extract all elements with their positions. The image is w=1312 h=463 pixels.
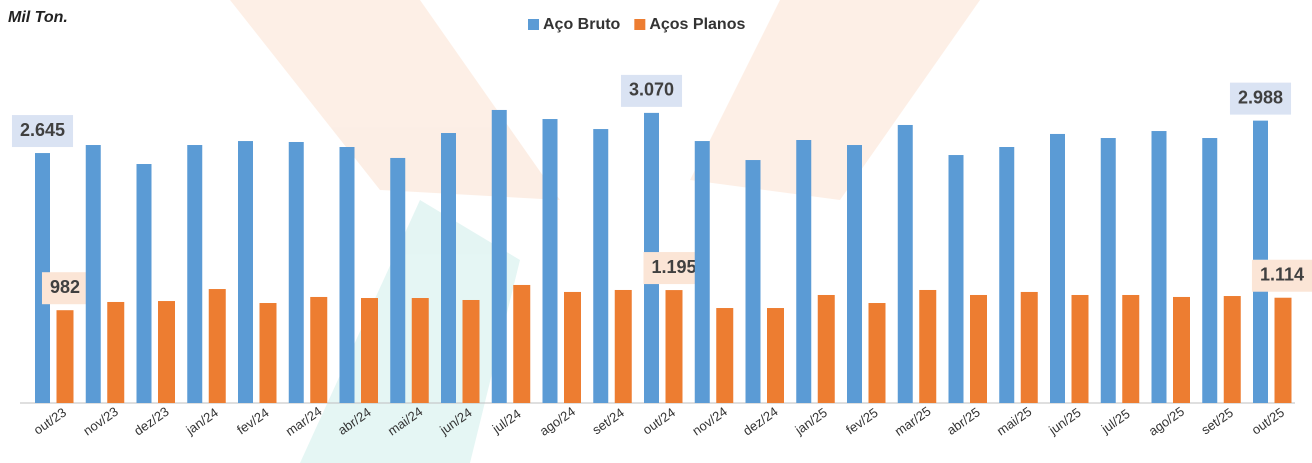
bar <box>542 119 558 403</box>
bar <box>767 308 784 403</box>
data-label: 1.195 <box>643 252 705 285</box>
bar <box>390 157 406 403</box>
bar <box>716 308 734 403</box>
x-tick-label: nov/24 <box>689 404 730 439</box>
bar <box>259 303 277 403</box>
bar <box>462 299 480 403</box>
bar <box>1071 294 1089 403</box>
bar <box>491 109 507 403</box>
data-label-text: 1.114 <box>1260 264 1304 284</box>
bar <box>238 141 253 403</box>
data-label-text: 2.988 <box>1238 87 1283 107</box>
x-tick-label: jan/25 <box>792 405 830 438</box>
bar <box>897 124 913 403</box>
bar <box>1020 291 1038 403</box>
data-label-box <box>1229 82 1292 115</box>
x-tick-label: nov/23 <box>80 404 121 439</box>
x-tick-label: fev/24 <box>234 405 272 438</box>
legend-swatch <box>634 19 646 30</box>
legend-label: Aço Bruto <box>543 16 621 33</box>
legend-label: Aços Planos <box>649 16 745 33</box>
bar <box>919 289 937 403</box>
bar <box>1050 133 1065 403</box>
bar <box>970 294 987 403</box>
data-label: 3.070 <box>620 74 683 107</box>
x-tick-label: ago/24 <box>537 404 578 439</box>
data-label-text: 982 <box>50 277 80 297</box>
x-tick-label: mai/25 <box>994 404 1035 439</box>
x-tick-label: set/24 <box>589 405 627 438</box>
data-label-text: 1.195 <box>651 257 696 277</box>
data-label-box <box>1251 259 1312 292</box>
bar <box>694 141 710 403</box>
bar <box>208 289 226 403</box>
data-label-box <box>620 74 683 107</box>
x-tick-label: mar/25 <box>892 403 934 438</box>
bar <box>847 145 862 403</box>
bar <box>411 298 429 403</box>
data-label-box <box>41 272 89 305</box>
bar <box>1151 131 1167 404</box>
data-label: 1.114 <box>1251 259 1312 292</box>
bar <box>1223 296 1241 403</box>
bar <box>187 145 203 403</box>
bar <box>614 289 632 403</box>
bar <box>1122 294 1140 403</box>
x-tick-label: out/24 <box>640 405 678 438</box>
bar <box>107 301 125 403</box>
x-tick-label: jul/24 <box>489 406 524 437</box>
x-tick-label: dez/24 <box>740 404 781 439</box>
bar <box>999 146 1015 403</box>
data-label: 2.988 <box>1229 82 1292 115</box>
x-tick-label: jun/25 <box>1045 405 1083 438</box>
bar <box>1100 138 1116 403</box>
data-label-text: 3.070 <box>629 80 674 100</box>
data-label-box <box>643 252 705 285</box>
bar <box>1202 138 1218 403</box>
bar <box>665 290 683 403</box>
bar <box>564 291 581 403</box>
data-label-text: 2.645 <box>20 120 65 140</box>
bar <box>868 303 886 403</box>
data-label: 982 <box>41 272 89 305</box>
x-tick-label: out/25 <box>1249 405 1287 438</box>
x-tick-label: jan/24 <box>183 405 221 438</box>
unit-label: Mil Ton. <box>8 9 68 26</box>
bar <box>136 164 152 403</box>
x-tick-label: dez/23 <box>131 404 172 439</box>
bar <box>288 141 304 403</box>
data-label-box <box>11 115 74 148</box>
bar <box>56 310 74 403</box>
x-tick-label: abr/25 <box>944 404 983 437</box>
bar <box>796 140 812 403</box>
bar <box>513 284 531 403</box>
data-label: 2.645 <box>11 115 74 148</box>
bar <box>745 160 761 403</box>
bar <box>158 301 175 403</box>
bar <box>1173 296 1190 403</box>
legend-swatch <box>528 19 539 30</box>
x-tick-label: out/23 <box>31 405 69 438</box>
x-tick-label: fev/25 <box>843 405 881 438</box>
x-tick-label: set/25 <box>1198 405 1236 438</box>
bar <box>1274 297 1292 403</box>
bar <box>310 296 328 403</box>
x-tick-label: ago/25 <box>1146 404 1187 439</box>
x-tick-label: jul/25 <box>1098 406 1133 437</box>
bar <box>817 294 835 403</box>
bar <box>593 129 609 403</box>
bar <box>85 145 101 403</box>
bar <box>339 146 355 403</box>
bar <box>948 155 964 403</box>
bar <box>441 133 456 404</box>
bar <box>361 298 378 403</box>
